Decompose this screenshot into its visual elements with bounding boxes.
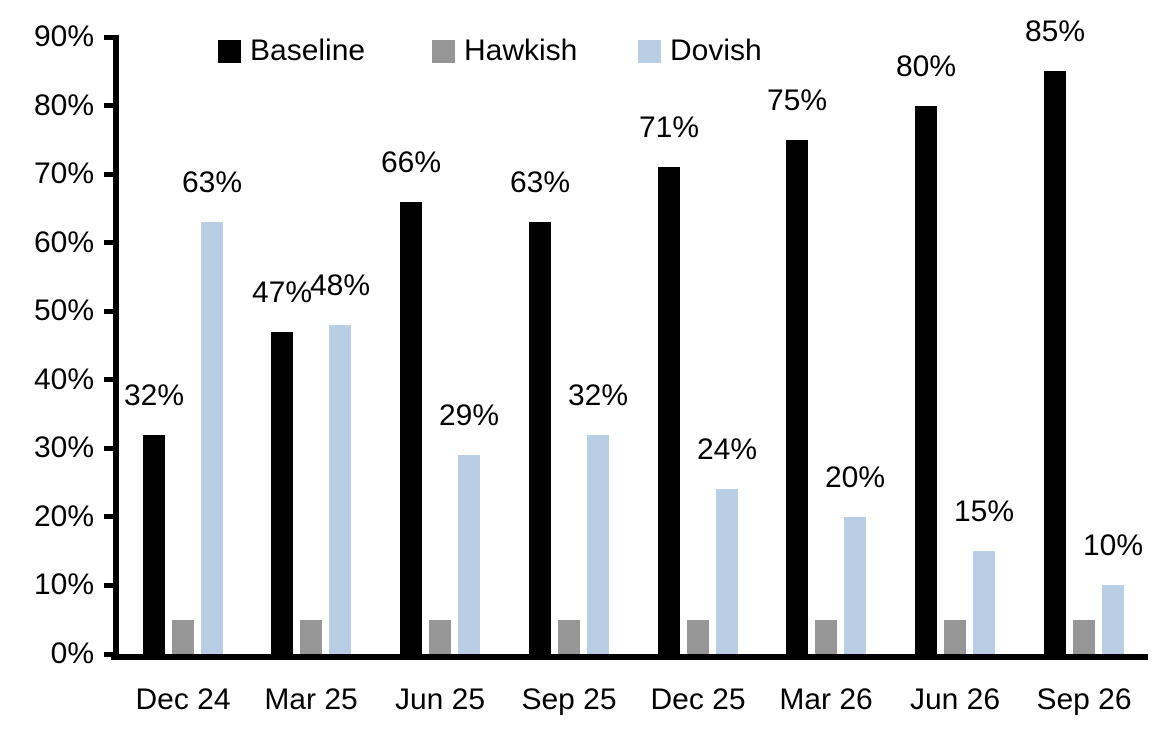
y-axis-tick-label: 60%	[33, 226, 94, 259]
y-axis-tick	[104, 446, 114, 451]
legend-label: Dovish	[670, 34, 762, 67]
legend-swatch-icon	[638, 39, 661, 63]
data-label: 10%	[1082, 529, 1144, 562]
bar-dovish	[716, 489, 738, 654]
data-label: 75%	[766, 84, 828, 117]
bar-baseline	[658, 167, 680, 654]
x-axis-tick-label: Jun 25	[394, 683, 486, 716]
legend-item-baseline: Baseline	[218, 36, 365, 66]
y-axis-tick-label: 70%	[33, 157, 94, 190]
data-label: 32%	[567, 379, 629, 412]
bar-baseline	[1044, 71, 1066, 654]
bar-baseline	[786, 140, 808, 654]
data-label: 47%	[251, 276, 313, 309]
y-axis-tick	[104, 652, 114, 657]
bar-hawkish	[944, 620, 966, 654]
x-axis-tick-label: Dec 24	[135, 683, 231, 716]
data-label: 20%	[824, 461, 886, 494]
data-label: 63%	[181, 166, 243, 199]
y-axis-tick	[104, 172, 114, 177]
y-axis-tick	[104, 377, 114, 382]
x-axis-line	[111, 654, 1148, 660]
data-label: 48%	[309, 269, 371, 302]
data-label: 85%	[1024, 15, 1086, 48]
legend-item-hawkish: Hawkish	[432, 36, 577, 66]
x-axis-tick-label: Dec 25	[650, 683, 746, 716]
bar-baseline	[529, 222, 551, 654]
legend-label: Hawkish	[464, 34, 578, 67]
data-label: 80%	[895, 50, 957, 83]
x-axis-tick-label: Sep 26	[1036, 683, 1132, 716]
bar-dovish	[329, 325, 351, 654]
bar-dovish	[1102, 585, 1124, 654]
y-axis-tick	[104, 514, 114, 519]
bar-baseline	[400, 202, 422, 654]
x-axis-tick-label: Mar 26	[779, 683, 873, 716]
y-axis-tick-label: 50%	[33, 294, 94, 327]
y-axis-tick-label: 40%	[33, 363, 94, 396]
bar-dovish	[458, 455, 480, 654]
legend-label: Baseline	[250, 34, 366, 67]
y-axis-line	[113, 35, 119, 660]
legend-item-dovish: Dovish	[638, 36, 762, 66]
chart-legend: Baseline Hawkish Dovish	[0, 0, 1152, 70]
y-axis-tick-label: 0%	[50, 637, 94, 670]
bar-baseline	[915, 106, 937, 654]
x-axis-tick-label: Mar 25	[264, 683, 358, 716]
data-label: 24%	[696, 433, 758, 466]
bar-dovish	[844, 517, 866, 654]
bar-dovish	[973, 551, 995, 654]
bar-baseline	[271, 332, 293, 654]
bar-hawkish	[558, 620, 580, 654]
y-axis-tick-label: 80%	[33, 89, 94, 122]
bar-hawkish	[815, 620, 837, 654]
y-axis-tick	[104, 35, 114, 40]
bar-dovish	[587, 435, 609, 654]
x-axis-tick-label: Jun 26	[909, 683, 1001, 716]
y-axis-tick	[104, 240, 114, 245]
bar-dovish	[201, 222, 223, 654]
bar-hawkish	[429, 620, 451, 654]
bar-hawkish	[687, 620, 709, 654]
x-axis-tick-label: Sep 25	[521, 683, 617, 716]
y-axis-tick	[104, 103, 114, 108]
legend-swatch-icon	[432, 39, 455, 63]
bar-baseline	[143, 435, 165, 654]
y-axis-tick-label: 20%	[33, 500, 94, 533]
bar-hawkish	[1073, 620, 1095, 654]
bar-hawkish	[300, 620, 322, 654]
bar-hawkish	[172, 620, 194, 654]
y-axis-tick	[104, 583, 114, 588]
y-axis-tick-label: 10%	[33, 568, 94, 601]
legend-swatch-icon	[218, 39, 241, 63]
data-label: 29%	[438, 399, 500, 432]
data-label: 15%	[953, 495, 1015, 528]
y-axis-tick-label: 30%	[33, 431, 94, 464]
y-axis-tick-label: 90%	[33, 20, 94, 53]
data-label: 32%	[123, 379, 185, 412]
data-label: 66%	[380, 146, 442, 179]
data-label: 71%	[638, 111, 700, 144]
y-axis-tick	[104, 309, 114, 314]
data-label: 63%	[509, 166, 571, 199]
